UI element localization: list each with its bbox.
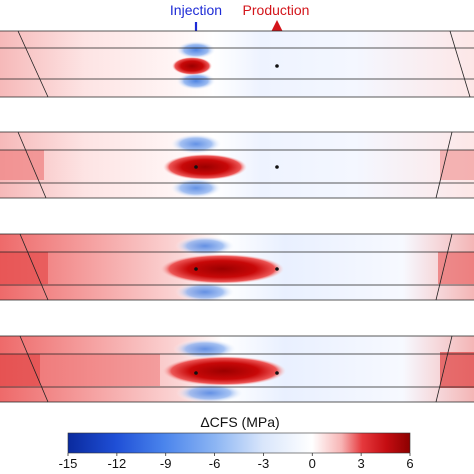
colorbar-tick-label: -6 [209, 456, 221, 471]
colorbar-tick-label: 3 [358, 456, 365, 471]
colorbar-title: ΔCFS (MPa) [200, 414, 279, 430]
panel-3 [0, 233, 474, 302]
panel-1 [0, 30, 474, 98]
colorbar-tick-label: -9 [160, 456, 172, 471]
colorbar-tick-label: -3 [258, 456, 270, 471]
colorbar-tick-label: 6 [406, 456, 413, 471]
production-label: Production [243, 2, 310, 18]
colorbar-tick-label: -12 [107, 456, 126, 471]
colorbar-tick-label: -15 [59, 456, 78, 471]
injection-label: Injection [170, 2, 222, 18]
colorbar-ticks: -15 -12 -9 -6 -3 0 3 6 [59, 453, 414, 471]
colorbar-ramp [67, 432, 411, 454]
colorbar-tick-label: 0 [309, 456, 316, 471]
panel-4 [0, 335, 474, 403]
panel-2 [0, 131, 474, 199]
